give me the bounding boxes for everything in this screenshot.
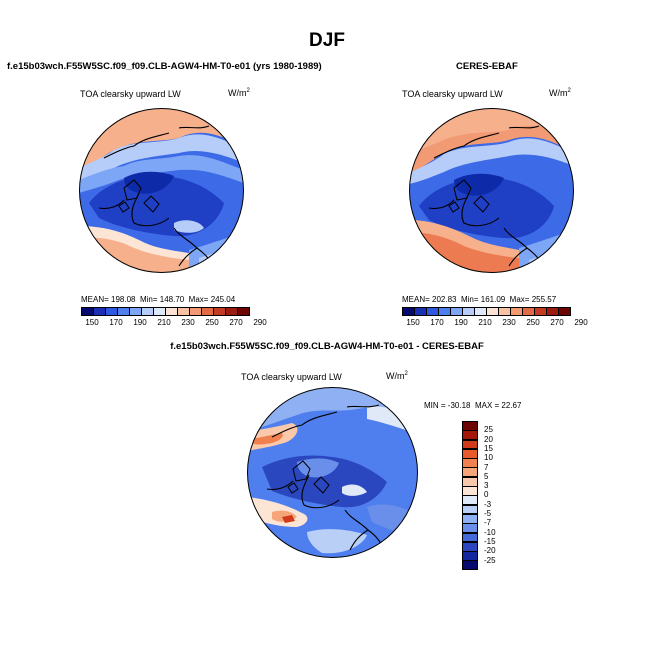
left-colorbar (81, 307, 250, 316)
colorbar-tick-label: -5 (484, 509, 492, 518)
colorbar-tick-label: 270 (550, 318, 564, 327)
colorbar-tick-label: 250 (526, 318, 540, 327)
diff-units-label: W/m2 (386, 371, 408, 381)
colorbar-tick-label: -3 (484, 499, 492, 509)
colorbar-tick-label: 10 (484, 453, 493, 463)
colorbar-tick-label: 3 (484, 481, 489, 491)
right-colorbar (402, 307, 571, 316)
colorbar-tick-label: 0 (484, 490, 489, 500)
diff-polar-map (247, 387, 418, 558)
colorbar-tick-label: 150 (85, 318, 99, 327)
colorbar-tick-label: -20 (484, 546, 496, 556)
right-variable-label: TOA clearsky upward LW (402, 89, 503, 99)
left-panel-title: f.e15b03wch.F55W5SC.f09_f09.CLB-AGW4-HM-… (7, 61, 322, 72)
colorbar-swatch (213, 307, 226, 316)
colorbar-swatch (189, 307, 202, 316)
season-title: DJF (309, 30, 345, 51)
colorbar-tick-label: -7 (484, 518, 492, 528)
right-stats: MEAN= 202.83 Min= 161.09 Max= 255.57 (402, 295, 557, 304)
colorbar-tick-label: 290 (574, 318, 588, 327)
right-panel-title: CERES-EBAF (456, 61, 518, 72)
colorbar-tick-label: 270 (229, 318, 243, 327)
colorbar-swatch (141, 307, 154, 316)
colorbar-swatch (93, 307, 106, 316)
colorbar-swatch (462, 560, 478, 571)
colorbar-tick-label: 150 (406, 318, 420, 327)
colorbar-swatch (105, 307, 118, 316)
colorbar-tick-label: 15 (484, 443, 493, 453)
colorbar-tick-label: 170 (109, 318, 123, 327)
colorbar-swatch (522, 307, 535, 316)
colorbar-tick-label: 230 (181, 318, 195, 327)
colorbar-tick-label: 5 (484, 471, 489, 481)
colorbar-tick-label: 210 (157, 318, 171, 327)
diff-colorbar (462, 421, 478, 571)
colorbar-tick-label: 230 (502, 318, 516, 327)
diff-minmax: MIN = -30.18 MAX = 22.67 (424, 401, 522, 410)
right-colorbar-labels: 150 170 190 210 230 250 270 290 (402, 318, 587, 330)
colorbar-swatch (201, 307, 214, 316)
colorbar-tick-label: -25 (484, 555, 496, 565)
diff-colorbar-labels: 25 20 15 10 7 5 3 0 -3 -5 -7 -10 -15 -20 -25 (484, 421, 514, 581)
colorbar-tick-label: 290 (253, 318, 267, 327)
colorbar-swatch (474, 307, 487, 316)
colorbar-tick-label: 190 (454, 318, 468, 327)
right-units-label: W/m2 (549, 88, 571, 98)
colorbar-swatch (498, 307, 511, 316)
left-polar-map (79, 108, 244, 273)
left-stats: MEAN= 198.08 Min= 148.70 Max= 245.04 (81, 295, 236, 304)
colorbar-swatch (510, 307, 523, 316)
diff-panel-title: f.e15b03wch.F55W5SC.f09_f09.CLB-AGW4-HM-… (170, 341, 484, 352)
colorbar-tick-label: 250 (205, 318, 219, 327)
right-polar-map (409, 108, 574, 273)
diff-variable-label: TOA clearsky upward LW (241, 372, 342, 382)
colorbar-tick-label: 210 (478, 318, 492, 327)
colorbar-swatch (450, 307, 463, 316)
colorbar-tick-label: 170 (430, 318, 444, 327)
colorbar-swatch (237, 307, 250, 316)
colorbar-swatch (225, 307, 238, 316)
left-colorbar-labels: 150 170 190 210 230 250 270 290 (81, 318, 266, 330)
colorbar-swatch (438, 307, 451, 316)
colorbar-swatch (414, 307, 427, 316)
colorbar-swatch (177, 307, 190, 316)
colorbar-swatch (462, 307, 475, 316)
colorbar-tick-label: 20 (484, 434, 493, 444)
colorbar-swatch (81, 307, 94, 316)
colorbar-swatch (165, 307, 178, 316)
colorbar-tick-label: -10 (484, 527, 496, 537)
colorbar-swatch (402, 307, 415, 316)
left-units-label: W/m2 (228, 88, 250, 98)
colorbar-tick-label: 7 (484, 462, 489, 472)
colorbar-swatch (486, 307, 499, 316)
colorbar-swatch (534, 307, 547, 316)
colorbar-tick-label: 190 (133, 318, 147, 327)
colorbar-tick-label: -15 (484, 536, 496, 546)
colorbar-swatch (129, 307, 142, 316)
colorbar-tick-label: 25 (484, 425, 493, 435)
left-variable-label: TOA clearsky upward LW (80, 89, 181, 99)
colorbar-swatch (117, 307, 130, 316)
colorbar-swatch (426, 307, 439, 316)
colorbar-swatch (153, 307, 166, 316)
colorbar-swatch (558, 307, 571, 316)
colorbar-swatch (546, 307, 559, 316)
